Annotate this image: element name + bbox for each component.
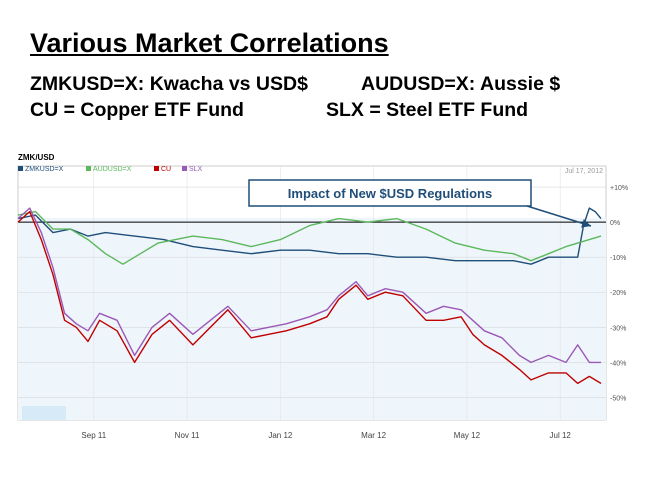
subtitle-cu: CU = Copper ETF Fund [30, 99, 244, 121]
y-tick-label: -50% [610, 395, 626, 402]
subtitle-audusd: AUDUSD=X: Aussie $ [361, 73, 561, 95]
legend-label-slx: SLX [189, 166, 203, 173]
y-tick-label: 0% [610, 220, 620, 227]
subtitle-slx: SLX = Steel ETF Fund [326, 99, 529, 121]
range-selector-handle[interactable] [22, 406, 66, 420]
legend-swatch-audusd [86, 166, 91, 171]
x-tick-label: May 12 [454, 431, 481, 440]
series-group [17, 207, 602, 385]
plot-area [18, 218, 606, 420]
annotation-arrow [526, 205, 592, 228]
x-tick-label: Nov 11 [175, 431, 200, 440]
chart-legend: ZMKUSD=X AUDUSD=X CU SLX [18, 166, 203, 173]
x-tick-label: Mar 12 [361, 431, 386, 440]
chart-title: ZMK/USD [18, 153, 55, 162]
legend-swatch-cu [154, 166, 159, 171]
x-tick-label: Jul 12 [550, 431, 572, 440]
y-tick-label: +10% [610, 185, 628, 192]
legend-swatch-slx [182, 166, 187, 171]
subtitle-zmkusd: ZMKUSD=X: Kwacha vs USD$ [30, 73, 308, 95]
legend-swatch-zmkusd [18, 166, 23, 171]
legend-label-zmkusd: ZMKUSD=X [25, 166, 64, 173]
y-tick-label: -10% [610, 255, 626, 262]
y-tick-label: -40% [610, 360, 626, 367]
series-line-zmkusd [17, 207, 602, 265]
series-line-slx [17, 207, 601, 364]
x-tick-label: Sep 11 [81, 431, 106, 440]
x-tick-label: Jan 12 [268, 431, 293, 440]
x-axis-ticks: Sep 11 Nov 11 Jan 12 Mar 12 May 12 Jul 12 [81, 431, 571, 440]
series-line-audusd [17, 210, 602, 265]
y-tick-label: -30% [610, 325, 626, 332]
chart-date: Jul 17, 2012 [565, 168, 603, 175]
slide-title: Various Market Correlations [30, 28, 389, 58]
legend-label-cu: CU [161, 166, 171, 173]
y-tick-label: -20% [610, 290, 626, 297]
y-axis-ticks: +10% 0% -10% -20% -30% -40% -50% [610, 185, 628, 402]
series-line-cu [17, 210, 602, 385]
legend-label-audusd: AUDUSD=X [93, 166, 132, 173]
annotation-text: Impact of New $USD Regulations [288, 186, 492, 201]
annotation-box [248, 179, 532, 207]
